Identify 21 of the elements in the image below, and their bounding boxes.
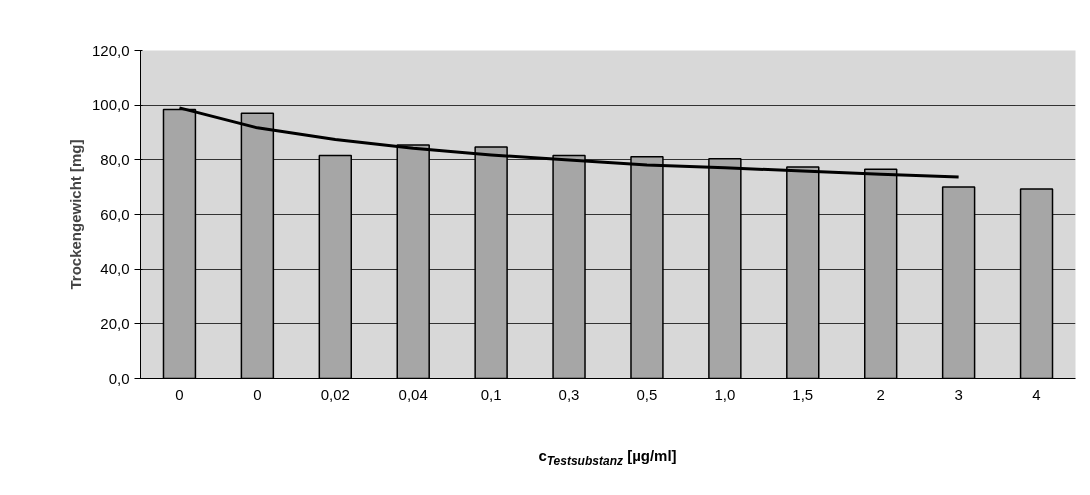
x-tick-label: 1,0: [714, 385, 736, 403]
x-tick-label: 0,5: [636, 385, 658, 403]
x-tick-label: 0,1: [480, 385, 502, 403]
y-tick-label: 60,0: [100, 205, 130, 223]
x-tick-label: 0,02: [320, 385, 350, 403]
x-tick-label: 0,3: [558, 385, 580, 403]
x-tick-label: 3: [954, 385, 963, 403]
y-tick-label: 0,0: [108, 369, 130, 387]
x-tick-label: 1,5: [792, 385, 814, 403]
x-axis-title: c$_{Testsubstanz}$ [µg/ml]: [538, 446, 677, 470]
y-tick-label: 40,0: [100, 260, 130, 278]
x-tick-label: 4: [1032, 385, 1041, 403]
y-tick-label: 80,0: [100, 150, 130, 168]
y-tick-label: 20,0: [100, 314, 130, 332]
y-axis-title: Trockengewicht [mg]: [66, 139, 84, 290]
y-tick-label: 100,0: [91, 96, 130, 114]
y-tick-label: 120,0: [91, 41, 130, 59]
x-tick-label: 0: [175, 385, 184, 403]
x-tick-label: 0,04: [398, 385, 428, 403]
x-tick-label: 0: [253, 385, 262, 403]
x-tick-label: 2: [876, 385, 885, 403]
